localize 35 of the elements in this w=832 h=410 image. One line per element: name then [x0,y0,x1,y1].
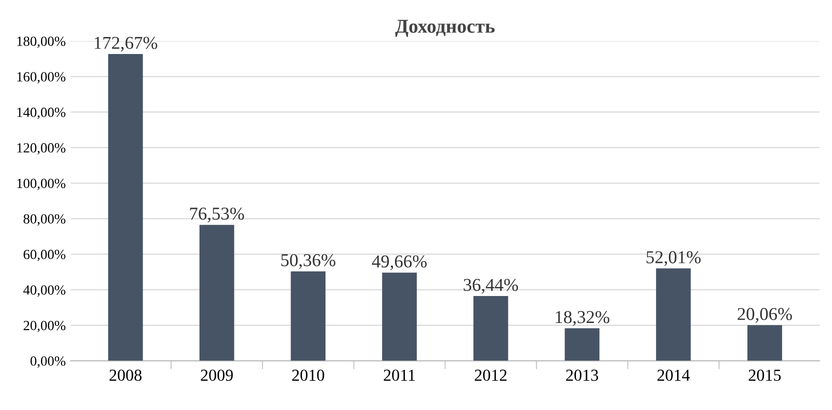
y-tick-label: 20,00% [24,320,66,332]
x-tick-label: 2009 [200,370,233,381]
data-label: 172,67% [94,36,158,52]
x-tick-label: 2011 [384,370,415,381]
y-tick-label: 140,00% [17,108,66,120]
x-tick-label: 2014 [657,370,690,381]
data-label: 76,53% [190,208,244,222]
bar [382,272,417,361]
x-tick-label: 2015 [748,370,781,381]
y-tick-label: 120,00% [17,143,66,155]
x-tick-label: 2013 [566,370,598,381]
y-tick-label: 0,00% [30,356,66,368]
data-label: 52,01% [646,251,701,266]
data-label: 18,32% [556,311,610,326]
y-tick-label: 60,00% [24,250,66,262]
y-tick-label: 160,00% [17,72,66,84]
data-label: 20,06% [738,308,792,323]
x-tick-label: 2010 [292,370,324,381]
y-tick-label: 80,00% [24,214,66,226]
bar [747,325,782,361]
data-label: 36,44% [464,278,518,294]
bar [199,224,234,361]
y-tick-label: 100,00% [17,178,66,190]
x-tick-label: 2008 [110,370,142,381]
data-label: 49,66% [372,255,427,270]
bar [290,271,326,361]
y-tick-label: 180,00% [17,36,66,48]
bar [473,296,508,361]
chart-title: Доходность [395,20,495,37]
bar [564,328,600,361]
bar [656,268,691,361]
bar [108,54,143,361]
y-tick-label: 40,00% [23,285,66,297]
x-tick-label: 2012 [474,370,507,381]
data-label: 50,36% [281,254,336,269]
